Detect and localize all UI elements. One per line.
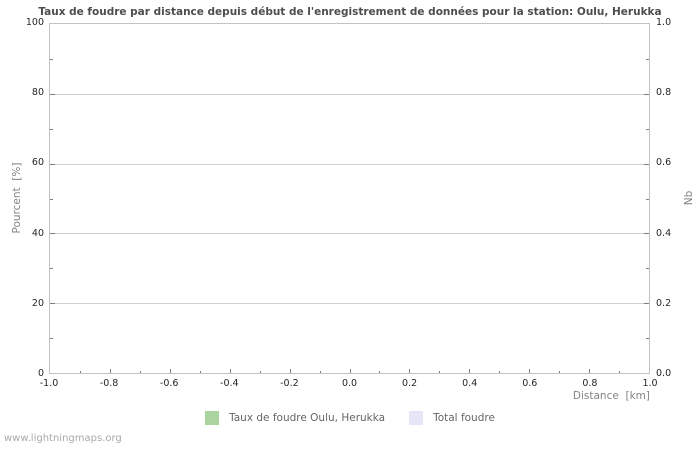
y-axis-right-tick-label: 0.4 <box>656 227 672 239</box>
y-axis-left-tick-label: 20 <box>31 297 44 309</box>
y-tick-major <box>644 93 649 95</box>
legend-item: Total foudre <box>409 411 495 425</box>
legend-label: Total foudre <box>433 412 495 424</box>
legend-label: Taux de foudre Oulu, Herukka <box>229 412 386 424</box>
x-axis-tick-label: 0.4 <box>462 378 478 389</box>
x-tick-major <box>169 369 171 373</box>
y-tick-minor <box>646 198 649 200</box>
y-axis-left-tick-label: 60 <box>31 157 44 169</box>
y-axis-right-tick-label: 0.6 <box>656 157 672 169</box>
y-axis-right-tick-label: 0.0 <box>656 368 672 379</box>
x-tick-minor <box>499 371 501 373</box>
x-tick-minor <box>559 371 561 373</box>
x-axis-tick-label: -0.2 <box>280 378 299 389</box>
y-axis-right-tick-label: 0.2 <box>656 297 672 309</box>
legend-item: Taux de foudre Oulu, Herukka <box>205 411 385 425</box>
x-tick-minor <box>439 371 441 373</box>
gridline <box>50 233 649 235</box>
x-axis-tick-label: 0.8 <box>582 378 598 389</box>
y-tick-major <box>644 163 649 165</box>
y-axis-left-title: Pourcent [%] <box>11 162 23 234</box>
y-tick-major <box>50 163 55 165</box>
y-axis-left-tick-label: 40 <box>31 227 44 239</box>
y-axis-left-tick-label: 80 <box>31 87 44 99</box>
x-tick-minor <box>319 371 321 373</box>
x-tick-minor <box>259 371 261 373</box>
y-tick-minor <box>50 268 53 270</box>
y-tick-minor <box>646 128 649 130</box>
gridline <box>50 163 649 165</box>
x-tick-major <box>589 369 591 373</box>
x-tick-major <box>409 369 411 373</box>
chart-legend: Taux de foudre Oulu, Herukka Total foudre <box>0 411 700 425</box>
x-axis-tick-label: -0.6 <box>159 378 179 389</box>
x-axis-tick-label: -0.4 <box>220 378 239 389</box>
y-tick-minor <box>50 58 53 60</box>
x-tick-major <box>109 369 111 373</box>
x-tick-minor <box>619 371 621 373</box>
y-axis-right-tick-label: 1.0 <box>656 17 672 28</box>
y-axis-right-tick-label: 0.8 <box>656 87 672 99</box>
y-tick-minor <box>646 268 649 270</box>
y-axis-left-tick-label: 0 <box>37 368 44 379</box>
x-axis-tick-label: 0.6 <box>522 378 538 389</box>
x-axis-tick-label: -1.0 <box>39 378 59 389</box>
x-tick-minor <box>379 371 381 373</box>
x-axis-tick-label: -0.8 <box>99 378 119 389</box>
y-tick-major <box>644 233 649 235</box>
x-axis-title: Distance [km] <box>572 390 650 402</box>
y-tick-minor <box>50 338 53 340</box>
y-tick-minor <box>50 198 53 200</box>
y-tick-major <box>644 303 649 305</box>
y-tick-minor <box>646 58 649 60</box>
x-tick-major <box>469 369 471 373</box>
gridline <box>50 303 649 305</box>
y-tick-major <box>50 233 55 235</box>
plot-area <box>49 23 650 374</box>
x-axis-tick-label: 1.0 <box>642 378 658 389</box>
watermark-url: www.lightningmaps.org <box>4 433 122 444</box>
legend-swatch <box>409 411 424 425</box>
y-tick-minor <box>50 128 53 130</box>
x-tick-major <box>289 369 291 373</box>
x-tick-major <box>349 369 351 373</box>
x-tick-minor <box>199 371 201 373</box>
y-axis-right-title: Nb <box>683 190 695 206</box>
legend-swatch <box>205 411 220 425</box>
x-axis-tick-label: 0.2 <box>402 378 418 389</box>
x-tick-major <box>529 369 531 373</box>
x-axis-tick-label: 0.0 <box>341 378 358 389</box>
y-tick-major <box>50 303 55 305</box>
gridline <box>50 93 649 95</box>
x-tick-minor <box>79 371 81 373</box>
y-axis-left-tick-label: 100 <box>25 17 44 28</box>
x-tick-major <box>229 369 231 373</box>
y-tick-minor <box>646 338 649 340</box>
chart-title: Taux de foudre par distance depuis début… <box>38 6 662 18</box>
y-tick-major <box>50 93 55 95</box>
x-tick-minor <box>139 371 141 373</box>
